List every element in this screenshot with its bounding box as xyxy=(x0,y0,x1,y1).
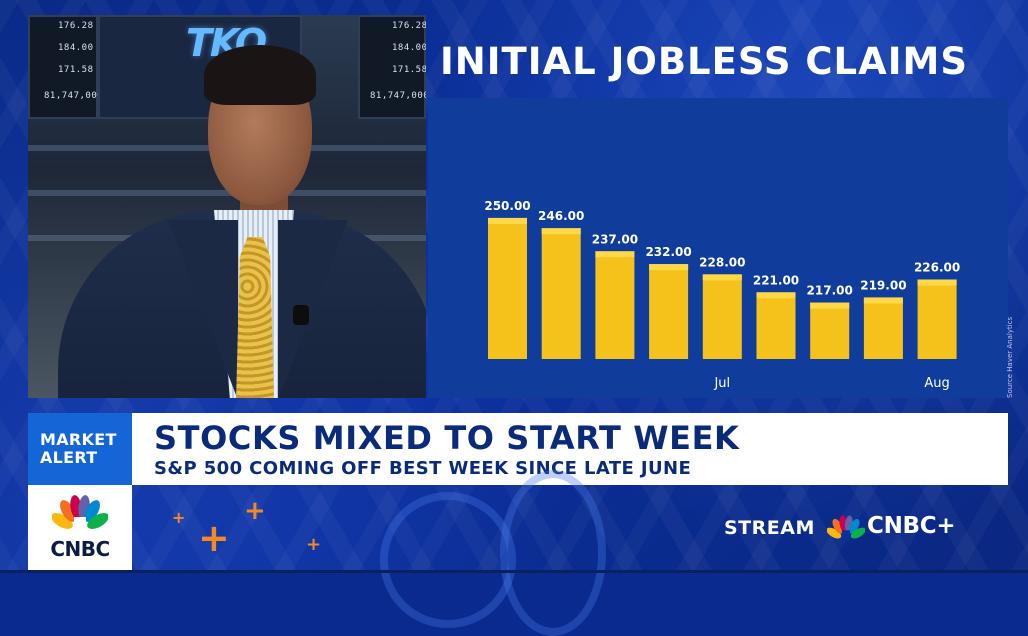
bar-value-label: 217.00 xyxy=(807,284,853,298)
ticker-value: 176.28 xyxy=(58,21,94,31)
subheadline: S&P 500 COMING OFF BEST WEEK SINCE LATE … xyxy=(154,458,692,479)
chart-bar-cap xyxy=(756,292,796,299)
bar-value-label: 250.00 xyxy=(484,199,530,213)
chart-bar-cap xyxy=(488,217,527,224)
stream-label: STREAM xyxy=(724,517,815,539)
chart-bar xyxy=(488,217,527,359)
bar-value-label: 232.00 xyxy=(645,245,691,259)
chart-bar-cap xyxy=(702,274,742,281)
chart-bar-cap xyxy=(863,297,903,304)
bar-chart: 250.00 246.00 237.00 232.00 228.00 221.00 217.… xyxy=(484,199,960,391)
market-alert-badge: MARKET ALERT xyxy=(28,413,132,485)
background-screen xyxy=(28,190,426,196)
video-feed: 176.28 184.00 171.58 81,747,000 TKO 176.… xyxy=(28,15,426,398)
bar-value-label: 228.00 xyxy=(699,255,745,269)
alert-label-line2: ALERT xyxy=(40,448,98,467)
ticker-value: 171.58 xyxy=(58,65,94,75)
ticker-value: 171.58 xyxy=(392,65,426,75)
lapel-mic-icon xyxy=(293,305,309,325)
anchor-tie xyxy=(236,237,274,398)
ticker-monitor-right: 176.28 184.00 171.58 81,747,000 xyxy=(358,15,426,119)
chart-bar xyxy=(917,279,957,359)
chart-bar-cap xyxy=(649,264,689,271)
source-note: Source Haver Analytics xyxy=(1006,316,1014,398)
chart-panel: 250.00 246.00 237.00 232.00 228.00 221.00 217.… xyxy=(428,98,1008,398)
chart-bar-cap xyxy=(810,302,850,309)
plus-icon: + xyxy=(244,496,266,526)
bar-value-label: 221.00 xyxy=(753,273,799,287)
ticker-value: 184.00 xyxy=(58,43,94,53)
chart-title: INITIAL JOBLESS CLAIMS xyxy=(440,40,968,83)
chart-bar xyxy=(863,297,903,359)
chart-bar xyxy=(649,264,689,359)
headline: STOCKS MIXED TO START WEEK xyxy=(154,419,740,457)
headline-bar: STOCKS MIXED TO START WEEK S&P 500 COMIN… xyxy=(132,413,1008,485)
chart-bar xyxy=(595,251,635,359)
ticker-value: 176.28 xyxy=(392,21,426,31)
bottom-band xyxy=(0,570,1028,573)
bar-value-label: 219.00 xyxy=(860,278,906,292)
chart-bar xyxy=(702,274,742,359)
plus-icon: + xyxy=(172,508,186,527)
peacock-icon xyxy=(52,495,108,533)
ticker-monitor-left: 176.28 184.00 171.58 81,747,000 xyxy=(28,15,103,119)
chart-bar xyxy=(756,292,796,359)
chart-bar-cap xyxy=(917,279,957,286)
anchor-hair xyxy=(204,45,316,105)
ticker-value: 81,747,000 xyxy=(44,91,104,101)
bar-value-label: 226.00 xyxy=(914,260,960,274)
ticker-value: 184.00 xyxy=(392,43,426,53)
chart-bar-cap xyxy=(595,251,635,258)
background-arc xyxy=(380,492,516,628)
bar-value-label: 246.00 xyxy=(538,209,584,223)
network-logo: CNBC xyxy=(28,485,132,570)
background-arc xyxy=(500,470,606,636)
bar-value-label: 237.00 xyxy=(592,232,638,246)
x-tick-label: Jul xyxy=(713,376,730,391)
x-tick-label: Aug xyxy=(924,376,949,391)
plus-icon: + xyxy=(306,534,322,555)
chart-bar xyxy=(541,228,581,359)
chart-bar-cap xyxy=(541,228,581,235)
network-name: CNBC xyxy=(50,537,110,561)
alert-label-line1: MARKET xyxy=(40,430,117,449)
peacock-icon xyxy=(827,515,865,542)
stream-brand: CNBC+ xyxy=(867,513,956,539)
ticker-value: 81,747,000 xyxy=(370,91,426,101)
plus-icon: + xyxy=(198,516,230,560)
chart-bar xyxy=(810,302,850,359)
